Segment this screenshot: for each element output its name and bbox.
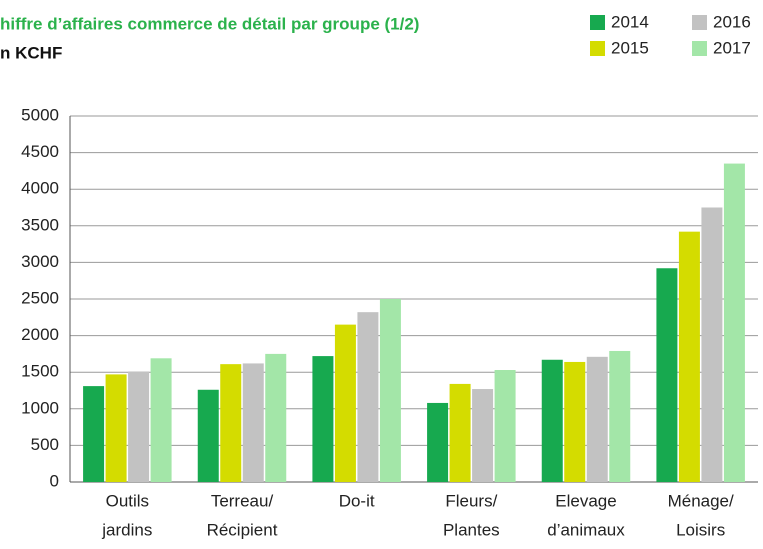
legend-swatch xyxy=(590,41,605,56)
legend-swatch xyxy=(692,15,707,30)
bar xyxy=(701,207,723,482)
bar xyxy=(541,359,563,482)
x-tick-label: Terreau/ xyxy=(211,491,274,510)
bar xyxy=(220,364,242,482)
legend-swatch xyxy=(692,41,707,56)
x-tick-label: Outils xyxy=(106,491,149,510)
bar xyxy=(128,371,150,482)
x-tick-label: Récipient xyxy=(207,520,278,539)
x-tick-label: Elevage xyxy=(555,491,616,510)
bar xyxy=(472,389,494,482)
bar xyxy=(265,353,287,482)
bar xyxy=(357,312,379,482)
y-tick-label: 0 xyxy=(50,471,59,490)
y-tick-label: 2500 xyxy=(21,288,59,307)
x-tick-label: d’animaux xyxy=(547,520,625,539)
bar xyxy=(656,268,678,482)
bar xyxy=(678,231,700,482)
bar xyxy=(312,356,334,482)
y-tick-label: 1000 xyxy=(21,398,59,417)
legend-label: 2016 xyxy=(713,12,751,31)
bar xyxy=(105,374,127,482)
y-tick-label: 2000 xyxy=(21,325,59,344)
bar xyxy=(379,299,401,482)
legend-label: 2015 xyxy=(611,38,649,57)
bar xyxy=(427,402,449,482)
y-tick-label: 1500 xyxy=(21,362,59,381)
y-tick-label: 5000 xyxy=(21,105,59,124)
bar xyxy=(197,389,219,482)
bar xyxy=(609,350,631,482)
y-tick-label: 4500 xyxy=(21,142,59,161)
bar xyxy=(150,358,172,482)
y-tick-label: 500 xyxy=(31,435,59,454)
bar xyxy=(83,386,105,482)
x-tick-label: Ménage/ xyxy=(668,491,734,510)
legend-label: 2014 xyxy=(611,12,649,31)
bar xyxy=(723,163,745,482)
bar xyxy=(586,356,608,482)
bar xyxy=(242,363,264,482)
chart-subtitle: n KCHF xyxy=(0,43,62,62)
x-tick-label: Do-it xyxy=(339,491,375,510)
legend-label: 2017 xyxy=(713,38,751,57)
x-tick-label: Loisirs xyxy=(676,520,725,539)
x-tick-label: Plantes xyxy=(443,520,500,539)
y-tick-label: 3500 xyxy=(21,215,59,234)
x-tick-label: jardins xyxy=(101,520,152,539)
chart-title: hiffre d’affaires commerce de détail par… xyxy=(0,14,419,33)
bar xyxy=(494,370,516,482)
y-tick-label: 3000 xyxy=(21,252,59,271)
bar xyxy=(449,383,471,482)
bar xyxy=(334,324,356,482)
bar xyxy=(564,361,586,482)
legend-swatch xyxy=(590,15,605,30)
y-tick-label: 4000 xyxy=(21,179,59,198)
x-tick-label: Fleurs/ xyxy=(445,491,497,510)
